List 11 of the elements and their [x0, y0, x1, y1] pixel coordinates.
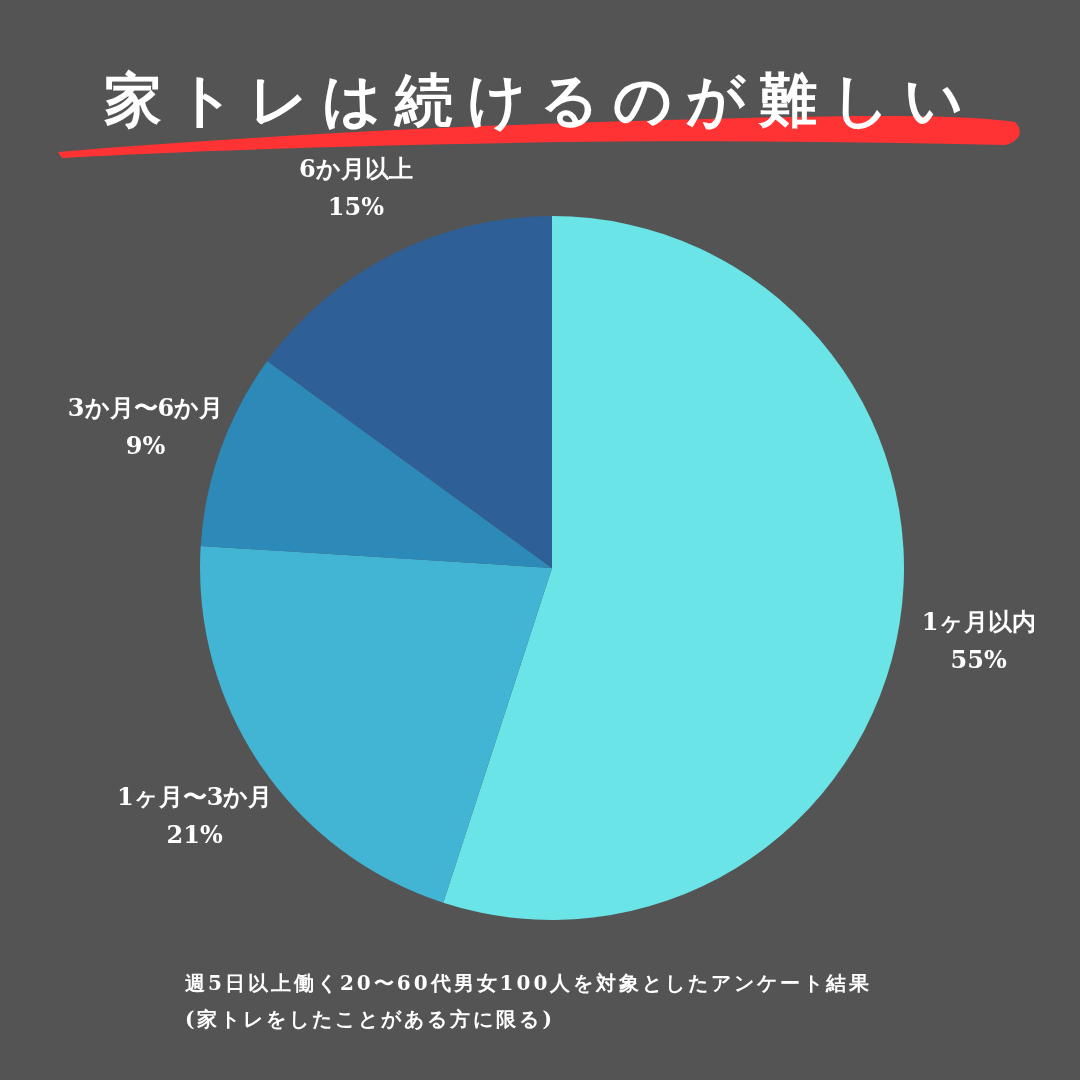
data-label: 15%: [327, 192, 385, 222]
chart-title: 家トレは続けるのが難しい: [103, 66, 977, 134]
text: 週5日以上働く20〜60代男女100人を対象としたアンケート結果: [184, 971, 873, 995]
slice-label: 1ヶ月以内: [921, 606, 1036, 636]
slice-label: 1ヶ月〜3か月: [117, 781, 273, 811]
text: (家トレをしたことがある方に限る): [185, 1007, 555, 1031]
data-label: 55%: [950, 644, 1007, 674]
slice-label: 3か月〜6か月: [67, 392, 224, 422]
data-label: 21%: [166, 819, 223, 849]
data-label: 9%: [125, 430, 166, 460]
slice-label: 6か月以上: [299, 154, 413, 184]
